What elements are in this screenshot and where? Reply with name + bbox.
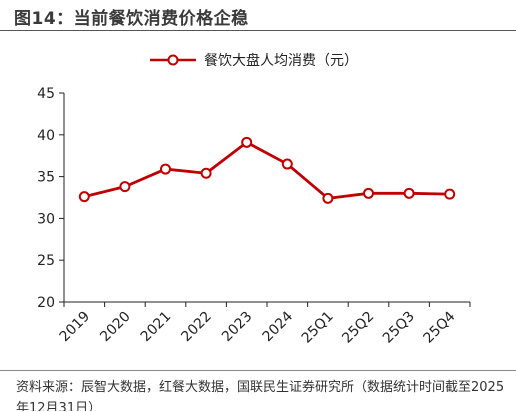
y-tick-label: 35 [37,170,55,186]
y-tick-label: 45 [37,86,55,102]
y-tick-label: 40 [37,128,55,144]
data-point [444,188,456,200]
axes: 20 25 30 35 40 45 2019 2020 2021 2022 2023 2024 25Q1… [37,86,471,347]
plot-area [78,136,456,204]
source-divider [0,370,516,371]
x-tick-label: 2023 [219,309,256,346]
x-tick-label: 2024 [260,308,297,345]
legend-label: 餐饮大盘人均消费（元） [204,52,358,69]
x-tick-label: 25Q4 [421,308,459,346]
figure-title: 图14：当前餐饮消费价格企稳 [14,9,249,29]
x-tick-label: 25Q2 [339,309,377,347]
series-line [82,140,452,200]
title-divider [0,30,516,31]
y-tick-label: 25 [37,253,55,269]
data-point [119,181,131,193]
data-point [241,136,253,148]
data-point [403,187,415,199]
data-point [363,187,374,199]
x-tick-label: 2021 [138,309,175,346]
x-tick-label: 2020 [97,309,134,346]
x-tick-label: 2019 [57,309,94,346]
x-tick-label: 2022 [178,309,215,346]
data-point [281,158,293,170]
data-point [200,167,212,179]
legend: 餐饮大盘人均消费（元） [150,52,358,69]
data-point [78,191,90,203]
y-tick-label: 20 [37,295,55,311]
data-point [160,163,171,175]
y-tick-label: 30 [37,211,55,227]
legend-marker-swatch [167,54,179,66]
data-point [322,192,334,204]
x-tick-label: 25Q1 [299,309,337,347]
x-tick-label: 25Q3 [380,309,418,347]
source-note: 资料来源：辰智大数据，红餐大数据，国联民生证券研究所（数据统计时间截至2025年… [16,380,505,411]
